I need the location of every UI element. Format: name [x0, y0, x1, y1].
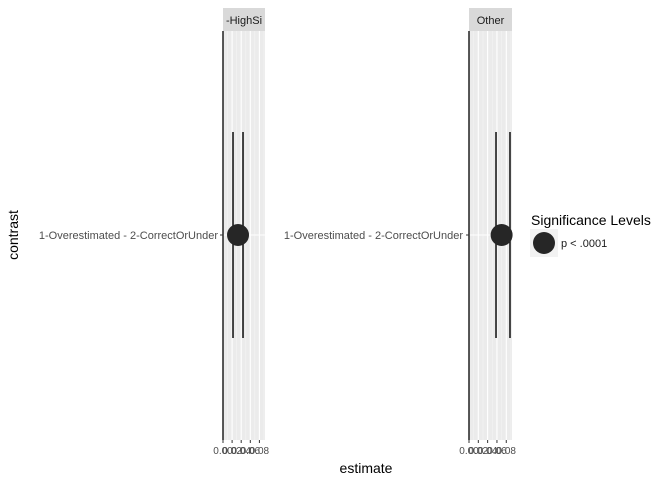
legend-label: p < .0001: [561, 238, 607, 250]
x-tick-label: 0.00: [213, 446, 233, 457]
legend-title: Significance Levels: [531, 212, 651, 228]
facet-label: -HighSi: [226, 15, 262, 27]
x-tick-label: 0.02: [222, 446, 242, 457]
y-tick-label: 1-Overestimated - 2-CorrectOrUnder: [284, 230, 463, 242]
estimate-point: [490, 224, 513, 246]
x-tick-label: 0.04: [478, 446, 498, 457]
facet-strip: [469, 8, 512, 31]
x-tick-label: 0.06: [241, 446, 261, 457]
facet-label: Other: [477, 15, 505, 27]
y-axis-title: contrast: [5, 210, 21, 260]
estimate-point: [227, 224, 250, 246]
x-tick-label: 0.06: [487, 446, 507, 457]
x-tick-label: 0.02: [469, 446, 489, 457]
x-tick-label: 0.08: [497, 446, 517, 457]
legend-key-point: [533, 232, 555, 254]
x-tick-label: 0.00: [459, 446, 479, 457]
facet-strip: [223, 8, 265, 31]
x-tick-label: 0.08: [250, 446, 270, 457]
x-tick-label: 0.04: [231, 446, 251, 457]
y-tick-label: 1-Overestimated - 2-CorrectOrUnder: [39, 230, 218, 242]
x-axis-title: estimate: [340, 460, 393, 476]
